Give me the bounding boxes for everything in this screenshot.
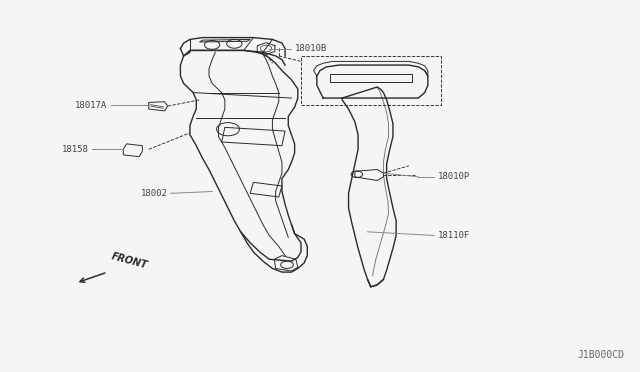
Text: 18110F: 18110F	[437, 231, 470, 240]
Text: J1B000CD: J1B000CD	[577, 350, 625, 360]
Text: 18017A: 18017A	[76, 101, 108, 110]
Text: FRONT: FRONT	[111, 252, 149, 271]
Text: 18002: 18002	[141, 189, 168, 198]
Text: 18010B: 18010B	[294, 44, 327, 53]
Text: 18010P: 18010P	[437, 172, 470, 181]
Text: 18158: 18158	[61, 145, 88, 154]
